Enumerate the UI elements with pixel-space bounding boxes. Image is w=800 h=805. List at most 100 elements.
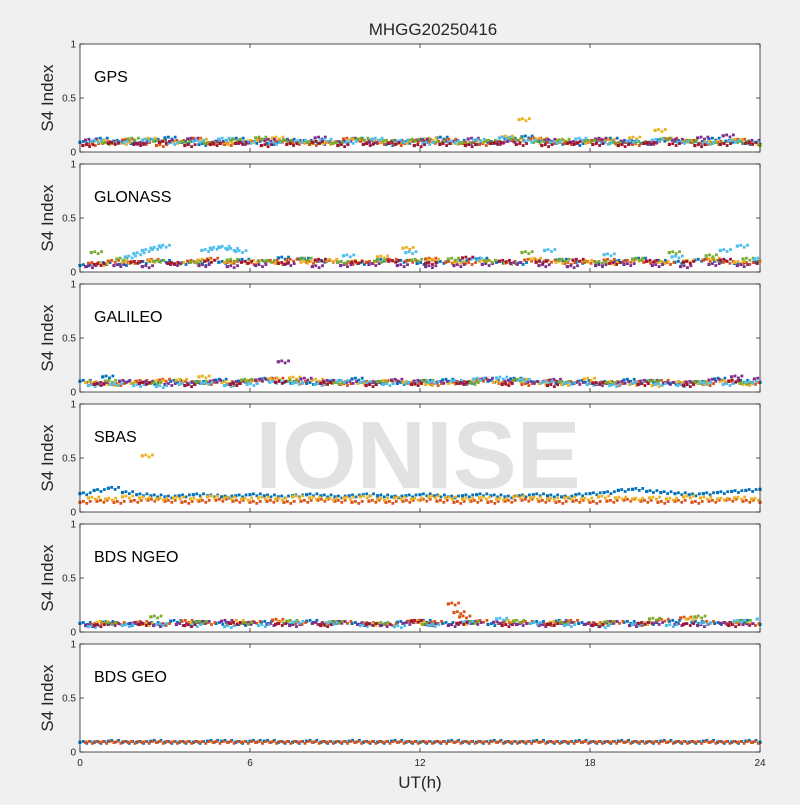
data-point xyxy=(435,499,439,503)
data-point xyxy=(244,143,247,146)
data-point xyxy=(587,378,591,382)
data-point xyxy=(249,138,252,142)
data-point xyxy=(232,382,235,385)
data-point xyxy=(615,136,619,140)
data-point xyxy=(133,138,137,142)
data-point xyxy=(424,261,428,265)
data-point xyxy=(123,255,127,259)
data-point xyxy=(538,141,542,145)
data-point xyxy=(618,383,622,387)
data-point xyxy=(547,623,551,627)
data-point xyxy=(207,498,211,502)
data-point xyxy=(170,384,174,387)
data-point xyxy=(747,141,751,144)
data-point xyxy=(671,498,675,502)
data-point xyxy=(615,741,619,745)
data-point xyxy=(438,740,442,744)
data-point xyxy=(702,495,706,499)
data-point xyxy=(280,359,284,363)
data-point xyxy=(501,258,505,262)
data-point xyxy=(407,740,411,743)
data-point xyxy=(204,376,208,380)
data-point xyxy=(306,500,310,504)
data-point xyxy=(300,140,304,144)
data-point xyxy=(566,381,570,384)
data-point xyxy=(665,381,669,384)
data-point xyxy=(110,485,114,489)
data-point xyxy=(93,497,97,501)
data-point xyxy=(426,380,431,384)
data-point xyxy=(232,266,236,270)
data-point xyxy=(604,263,608,267)
data-point xyxy=(682,264,686,268)
data-point xyxy=(745,383,749,386)
data-point xyxy=(281,376,285,380)
data-point xyxy=(735,140,739,144)
data-point xyxy=(280,498,284,502)
data-point xyxy=(482,376,486,380)
data-point xyxy=(637,489,641,492)
data-point xyxy=(739,378,743,382)
data-point xyxy=(710,141,714,145)
data-point xyxy=(552,140,556,143)
data-point xyxy=(110,380,114,384)
data-point xyxy=(84,623,88,628)
data-point xyxy=(384,142,388,147)
data-point xyxy=(144,380,148,383)
data-point xyxy=(592,491,595,495)
data-point xyxy=(742,245,746,249)
data-point xyxy=(557,138,561,142)
data-point xyxy=(385,740,388,743)
data-point xyxy=(399,144,403,147)
data-point xyxy=(433,496,437,500)
data-point xyxy=(578,140,582,143)
data-point xyxy=(390,258,394,262)
data-point xyxy=(562,381,567,385)
data-point xyxy=(632,497,636,501)
y-tick-label: 0.5 xyxy=(62,574,76,585)
data-point xyxy=(310,378,314,382)
data-point xyxy=(356,622,360,627)
data-point xyxy=(103,379,108,383)
data-point xyxy=(746,140,749,143)
data-point xyxy=(377,138,381,142)
data-point xyxy=(736,260,740,263)
data-point xyxy=(428,497,432,501)
data-point xyxy=(680,254,684,258)
data-point xyxy=(630,381,635,385)
data-point xyxy=(475,493,479,497)
data-point xyxy=(445,498,449,502)
data-point xyxy=(339,740,343,744)
data-point xyxy=(615,620,619,623)
data-point xyxy=(207,383,211,386)
data-point xyxy=(99,381,102,384)
data-point xyxy=(167,135,170,139)
y-tick-label: 0.5 xyxy=(62,334,76,345)
data-point xyxy=(424,141,428,144)
data-point xyxy=(543,248,547,252)
data-point xyxy=(425,380,429,384)
data-point xyxy=(515,618,519,622)
data-point xyxy=(573,261,577,264)
data-point xyxy=(530,741,534,745)
data-point xyxy=(438,142,442,147)
data-point xyxy=(248,620,252,624)
data-point xyxy=(191,139,195,143)
data-point xyxy=(533,381,536,385)
data-point xyxy=(287,359,290,363)
data-point xyxy=(734,380,738,384)
data-point xyxy=(287,261,290,264)
data-point xyxy=(300,623,304,626)
data-point xyxy=(82,140,85,143)
data-point xyxy=(395,740,399,744)
data-point xyxy=(277,496,281,500)
data-point xyxy=(700,259,704,263)
data-point xyxy=(711,262,714,265)
data-point xyxy=(315,260,319,263)
data-point xyxy=(129,260,133,264)
data-point xyxy=(588,500,592,504)
data-point xyxy=(399,258,403,262)
data-point xyxy=(141,260,145,263)
data-point xyxy=(519,740,523,743)
